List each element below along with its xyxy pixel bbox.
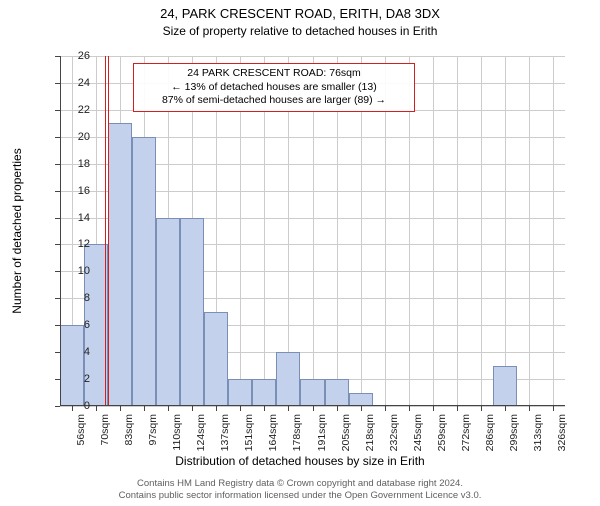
x-tick-mark: [168, 406, 169, 411]
x-tick-mark: [361, 406, 362, 411]
y-tick-label: 8: [84, 292, 90, 304]
histogram-bar: [108, 123, 132, 406]
x-tick-label: 178sqm: [291, 414, 303, 451]
histogram-bar: [276, 352, 300, 406]
gridline-vertical: [433, 56, 434, 406]
x-tick-mark: [120, 406, 121, 411]
x-tick-mark: [457, 406, 458, 411]
x-axis-line: [60, 405, 565, 406]
x-tick-label: 83sqm: [123, 414, 135, 446]
x-tick-mark: [409, 406, 410, 411]
histogram-bar: [493, 366, 517, 406]
annotation-line: 24 PARK CRESCENT ROAD: 76sqm: [140, 67, 408, 81]
x-tick-mark: [288, 406, 289, 411]
histogram-bar: [325, 379, 349, 406]
histogram-bar: [300, 379, 324, 406]
x-tick-mark: [216, 406, 217, 411]
chart-title: 24, PARK CRESCENT ROAD, ERITH, DA8 3DX: [0, 6, 600, 23]
footer-line-2: Contains public sector information licen…: [0, 490, 600, 502]
x-tick-label: 259sqm: [436, 414, 448, 451]
x-tick-label: 124sqm: [195, 414, 207, 451]
y-axis-line: [60, 56, 61, 406]
histogram-bar: [252, 379, 276, 406]
x-tick-label: 151sqm: [243, 414, 255, 451]
x-tick-label: 232sqm: [388, 414, 400, 451]
property-annotation-box: 24 PARK CRESCENT ROAD: 76sqm← 13% of det…: [133, 63, 415, 112]
x-tick-label: 205sqm: [340, 414, 352, 451]
x-tick-label: 245sqm: [412, 414, 424, 451]
x-tick-mark: [337, 406, 338, 411]
gridline-vertical: [529, 56, 530, 406]
annotation-line: ← 13% of detached houses are smaller (13…: [140, 81, 408, 95]
y-tick-label: 10: [78, 265, 90, 277]
chart-plot-area: 24 PARK CRESCENT ROAD: 76sqm← 13% of det…: [60, 56, 565, 406]
y-tick-label: 18: [78, 158, 90, 170]
chart-subtitle: Size of property relative to detached ho…: [0, 24, 600, 38]
x-tick-label: 272sqm: [460, 414, 472, 451]
y-tick-label: 24: [78, 77, 90, 89]
histogram-bar: [156, 218, 180, 406]
x-tick-mark: [433, 406, 434, 411]
x-tick-label: 286sqm: [484, 414, 496, 451]
x-tick-mark: [553, 406, 554, 411]
histogram-bar: [349, 393, 373, 406]
x-tick-mark: [529, 406, 530, 411]
x-tick-mark: [481, 406, 482, 411]
y-tick-label: 12: [78, 238, 90, 250]
x-tick-label: 56sqm: [75, 414, 87, 446]
x-tick-mark: [96, 406, 97, 411]
gridline-vertical: [457, 56, 458, 406]
y-tick-label: 26: [78, 50, 90, 62]
x-tick-label: 191sqm: [316, 414, 328, 451]
x-tick-label: 97sqm: [147, 414, 159, 446]
y-tick-label: 4: [84, 346, 90, 358]
x-tick-label: 313sqm: [532, 414, 544, 451]
gridline-vertical: [505, 56, 506, 406]
y-tick-label: 22: [78, 104, 90, 116]
footer-line-1: Contains HM Land Registry data © Crown c…: [0, 478, 600, 490]
chart-footer: Contains HM Land Registry data © Crown c…: [0, 478, 600, 502]
x-tick-label: 70sqm: [99, 414, 111, 446]
histogram-bar: [204, 312, 228, 406]
y-tick-label: 2: [84, 373, 90, 385]
y-tick-label: 14: [78, 212, 90, 224]
x-tick-mark: [240, 406, 241, 411]
histogram-bar: [228, 379, 252, 406]
x-tick-mark: [264, 406, 265, 411]
y-tick-label: 0: [84, 400, 90, 412]
y-axis-label: Number of detached properties: [10, 148, 24, 313]
x-tick-label: 299sqm: [508, 414, 520, 451]
property-marker-line: [105, 56, 106, 406]
x-tick-mark: [313, 406, 314, 411]
y-tick-label: 20: [78, 131, 90, 143]
x-tick-mark: [505, 406, 506, 411]
histogram-bar: [180, 218, 204, 406]
x-tick-mark: [385, 406, 386, 411]
x-tick-mark: [72, 406, 73, 411]
y-tick-label: 16: [78, 185, 90, 197]
histogram-bar: [60, 325, 84, 406]
gridline-vertical: [553, 56, 554, 406]
x-tick-label: 164sqm: [267, 414, 279, 451]
x-tick-mark: [144, 406, 145, 411]
annotation-line: 87% of semi-detached houses are larger (…: [140, 94, 408, 108]
y-tick-mark: [55, 406, 60, 407]
x-tick-label: 326sqm: [556, 414, 568, 451]
x-axis-label: Distribution of detached houses by size …: [0, 454, 600, 468]
x-tick-label: 110sqm: [171, 414, 183, 451]
histogram-bar: [132, 137, 156, 406]
gridline-vertical: [481, 56, 482, 406]
x-tick-label: 218sqm: [364, 414, 376, 451]
y-tick-label: 6: [84, 319, 90, 331]
x-tick-label: 137sqm: [219, 414, 231, 451]
x-tick-mark: [192, 406, 193, 411]
property-marker-line: [108, 56, 109, 406]
